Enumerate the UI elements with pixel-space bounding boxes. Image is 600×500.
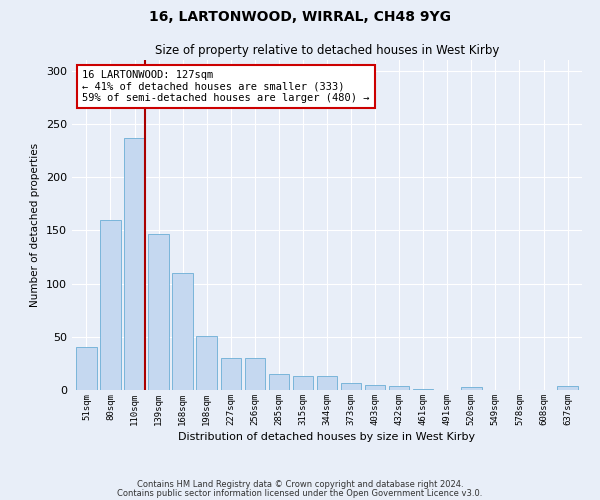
Bar xyxy=(172,273,193,390)
Bar xyxy=(317,376,337,390)
Title: Size of property relative to detached houses in West Kirby: Size of property relative to detached ho… xyxy=(155,44,499,58)
Text: 16 LARTONWOOD: 127sqm
← 41% of detached houses are smaller (333)
59% of semi-det: 16 LARTONWOOD: 127sqm ← 41% of detached … xyxy=(82,70,370,103)
Bar xyxy=(341,382,361,390)
Bar xyxy=(245,358,265,390)
Text: Contains HM Land Registry data © Crown copyright and database right 2024.: Contains HM Land Registry data © Crown c… xyxy=(137,480,463,489)
Text: 16, LARTONWOOD, WIRRAL, CH48 9YG: 16, LARTONWOOD, WIRRAL, CH48 9YG xyxy=(149,10,451,24)
Bar xyxy=(269,374,289,390)
Bar xyxy=(196,336,217,390)
Bar xyxy=(100,220,121,390)
Bar xyxy=(413,389,433,390)
Bar xyxy=(76,348,97,390)
X-axis label: Distribution of detached houses by size in West Kirby: Distribution of detached houses by size … xyxy=(178,432,476,442)
Bar xyxy=(557,386,578,390)
Bar xyxy=(365,384,385,390)
Bar xyxy=(389,386,409,390)
Bar xyxy=(124,138,145,390)
Text: Contains public sector information licensed under the Open Government Licence v3: Contains public sector information licen… xyxy=(118,489,482,498)
Bar xyxy=(293,376,313,390)
Y-axis label: Number of detached properties: Number of detached properties xyxy=(31,143,40,307)
Bar xyxy=(148,234,169,390)
Bar xyxy=(461,387,482,390)
Bar xyxy=(221,358,241,390)
